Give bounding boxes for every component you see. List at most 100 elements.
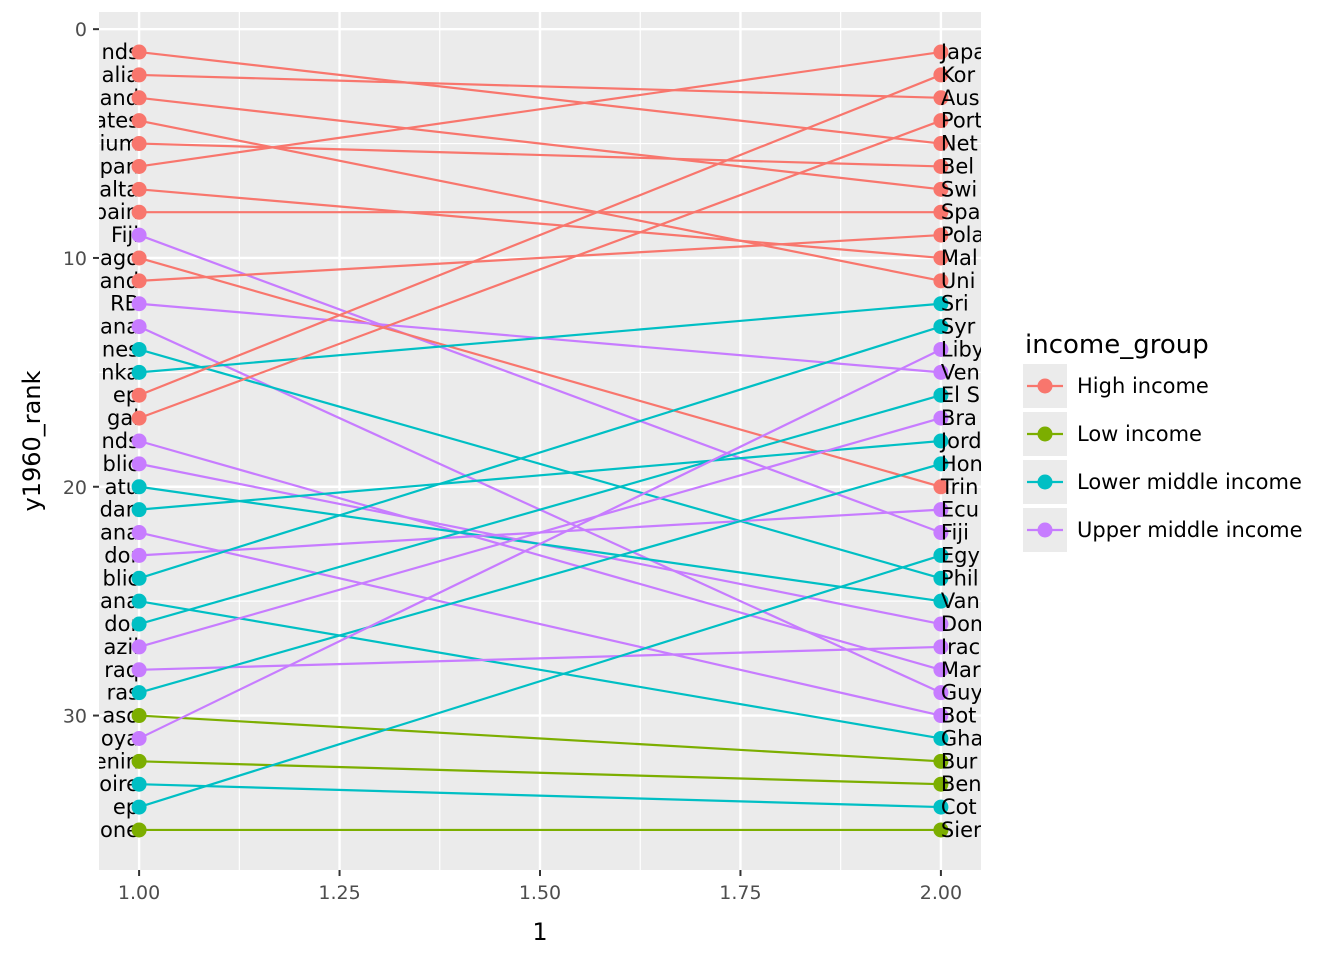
left-point: [131, 456, 147, 472]
slope-line: [138, 302, 942, 374]
left-point: [131, 296, 147, 312]
legend-key-point: [1037, 522, 1053, 538]
right-point-label: Kor: [941, 63, 976, 87]
slope-line: [138, 50, 942, 168]
left-point: [131, 387, 147, 403]
slope-line: [139, 233, 941, 282]
right-point: [933, 44, 949, 60]
slope-line: [138, 348, 942, 580]
slope-line: [138, 119, 942, 420]
left-point: [131, 273, 147, 289]
right-point-label: Ven: [941, 360, 980, 384]
right-point: [933, 753, 949, 769]
right-point-label: Net: [941, 132, 978, 156]
right-point: [933, 799, 949, 815]
left-point: [131, 410, 147, 426]
left-point: [131, 570, 147, 586]
right-point: [933, 273, 949, 289]
y-tick-label: 30: [63, 706, 87, 728]
slope-line: [138, 348, 942, 740]
left-point: [131, 319, 147, 335]
right-point-label: Japa: [939, 40, 986, 64]
right-point-label: Sier: [941, 818, 982, 842]
slope-line: [139, 73, 941, 99]
right-point: [933, 250, 949, 266]
y-tick-label: 10: [63, 248, 87, 270]
slope-line: [138, 234, 942, 534]
right-point: [933, 387, 949, 403]
right-point-label: Van: [941, 589, 980, 613]
right-point: [933, 341, 949, 357]
right-point-label: Bur: [941, 749, 978, 773]
right-point: [933, 593, 949, 609]
slope-line: [138, 73, 942, 397]
slope-line: [138, 256, 942, 488]
slope-line: [138, 188, 942, 260]
left-point: [131, 113, 147, 129]
right-point-label: Sri: [941, 292, 969, 316]
left-point: [131, 364, 147, 380]
right-point: [933, 662, 949, 678]
right-point: [933, 90, 949, 106]
right-point-label: Dom: [941, 612, 990, 636]
left-point: [131, 181, 147, 197]
legend-key-point: [1037, 474, 1053, 490]
right-point: [933, 296, 949, 312]
right-point-label: Spa: [941, 200, 981, 224]
right-point: [933, 479, 949, 495]
right-point-label: Guy: [941, 681, 983, 705]
right-point-label: Phil: [941, 566, 979, 590]
right-point-label: Egy: [941, 543, 980, 567]
right-point-label: Bot: [941, 704, 977, 728]
legend-title: income_group: [1025, 330, 1209, 360]
legend-entry-label: Lower middle income: [1077, 470, 1302, 494]
right-point: [933, 525, 949, 541]
right-point-label: Cot: [941, 795, 977, 819]
left-point: [131, 753, 147, 769]
left-point-label: ates: [94, 109, 139, 133]
right-point: [933, 776, 949, 792]
left-point: [131, 433, 147, 449]
slope-line: [138, 554, 942, 809]
x-tick-label: 1.50: [519, 882, 561, 904]
left-point: [131, 685, 147, 701]
left-point: [131, 616, 147, 632]
left-point: [131, 136, 147, 152]
axes: 1.00 1.25 1.50 1.75 2.00 0 10 20 30: [63, 19, 962, 904]
right-point: [933, 364, 949, 380]
left-point: [131, 44, 147, 60]
left-point: [131, 502, 147, 518]
right-point: [933, 204, 949, 220]
right-point-label: Port: [941, 109, 983, 133]
right-point: [933, 410, 949, 426]
legend-entry-label: High income: [1077, 374, 1209, 398]
legend-entry-label: Upper middle income: [1077, 518, 1303, 542]
right-point-label: Uni: [941, 269, 976, 293]
right-point-label: Gha: [941, 726, 983, 750]
left-point: [131, 158, 147, 174]
right-point: [933, 433, 949, 449]
right-point-label: Bra: [941, 406, 977, 430]
right-point-label: Jord: [939, 429, 982, 453]
right-point: [933, 708, 949, 724]
left-point: [131, 341, 147, 357]
right-point: [933, 319, 949, 335]
left-point: [131, 730, 147, 746]
slope-line: [138, 325, 942, 580]
legend-key-point: [1037, 378, 1053, 394]
right-point: [933, 730, 949, 746]
slope-line: [138, 600, 942, 740]
legend-key-point: [1037, 426, 1053, 442]
right-point-label: Mal: [941, 246, 978, 270]
left-point: [131, 708, 147, 724]
right-point-label: Irac: [941, 635, 980, 659]
x-axis-title: 1: [532, 918, 547, 946]
left-point: [131, 593, 147, 609]
right-point-label: Bel: [941, 154, 974, 178]
right-point-label: Ecu: [941, 498, 979, 522]
slope-line: [138, 531, 942, 717]
left-point: [131, 227, 147, 243]
right-point: [933, 570, 949, 586]
right-point-label: Syr: [941, 315, 976, 339]
